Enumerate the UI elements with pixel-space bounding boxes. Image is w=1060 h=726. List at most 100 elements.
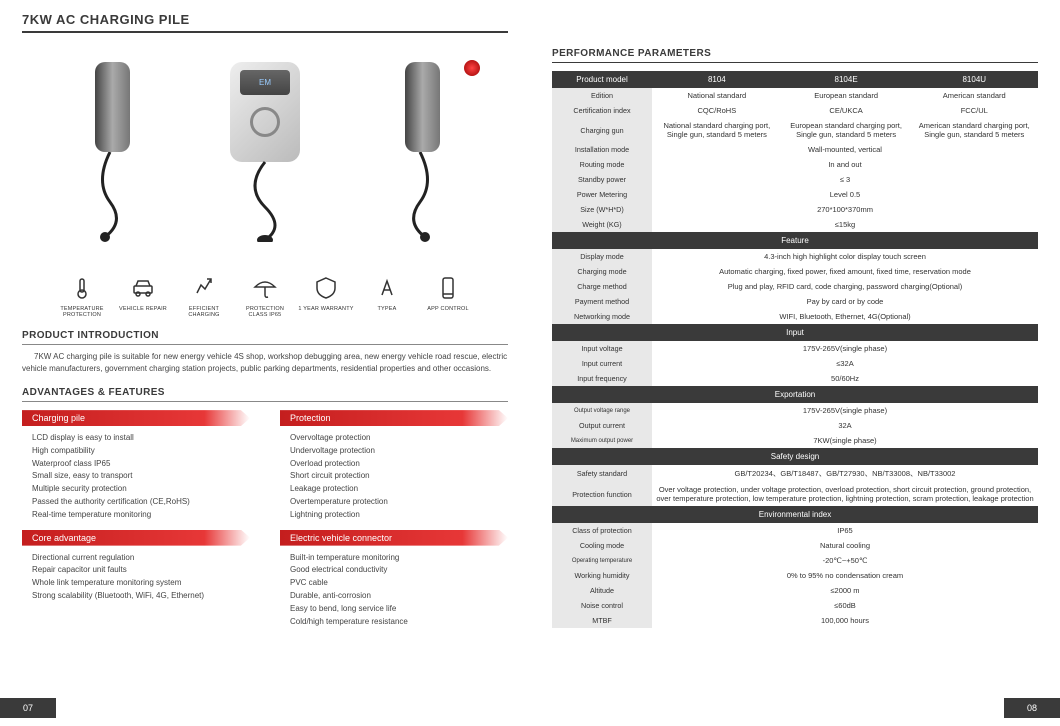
table-row: Networking modeWIFI, Bluetooth, Ethernet… <box>552 309 1038 324</box>
page-number-left: 07 <box>0 698 56 718</box>
icon-label: VEHICLE REPAIR <box>113 306 173 312</box>
row-label: Networking mode <box>552 309 652 324</box>
evc-title: Electric vehicle connector <box>280 530 508 546</box>
row-label: Class of protection <box>552 523 652 538</box>
row-label: Installation mode <box>552 142 652 157</box>
app-item: APP CONTROL <box>418 275 478 318</box>
table-row: Power MeteringLevel 0.5 <box>552 187 1038 202</box>
evc-list: Built-in temperature monitoringGood elec… <box>280 552 508 629</box>
list-item: LCD display is easy to install <box>32 432 250 445</box>
protection-col: Protection Overvoltage protectionUndervo… <box>280 410 508 522</box>
table-header: 8104E <box>782 71 911 88</box>
list-item: Directional current regulation <box>32 552 250 565</box>
protection-list: Overvoltage protectionUndervoltage prote… <box>280 432 508 522</box>
row-value: American standard charging port, Single … <box>911 118 1038 142</box>
row-label: Maximum output power <box>552 433 652 448</box>
table-row: Charging modeAutomatic charging, fixed p… <box>552 264 1038 279</box>
row-label: Charging gun <box>552 118 652 142</box>
row-value: 32A <box>652 418 1038 433</box>
param-table: Product model81048104E8104UEditionNation… <box>552 71 1038 628</box>
table-row: Display mode4.3-inch high highlight colo… <box>552 249 1038 264</box>
row-value: Natural cooling <box>652 538 1038 553</box>
row-label: Size (W*H*D) <box>552 202 652 217</box>
row-label: MTBF <box>552 613 652 628</box>
intro-header: PRODUCT INTRODUCTION <box>22 330 508 345</box>
row-value: American standard <box>911 88 1038 103</box>
features-row-1: Charging pile LCD display is easy to ins… <box>22 410 508 522</box>
list-item: Multiple security protection <box>32 483 250 496</box>
app-icon <box>435 275 461 301</box>
table-row: Maximum output power7KW(single phase) <box>552 433 1038 448</box>
product-images: EM <box>22 47 508 257</box>
row-value: FCC/UL <box>911 103 1038 118</box>
row-value: CE/UKCA <box>782 103 911 118</box>
row-value: Pay by card or by code <box>652 294 1038 309</box>
list-item: Undervoltage protection <box>290 445 508 458</box>
table-row: Protection functionOver voltage protecti… <box>552 482 1038 506</box>
list-item: Lightning protection <box>290 509 508 522</box>
row-value: 175V-265V(single phase) <box>652 341 1038 356</box>
list-item: Built-in temperature monitoring <box>290 552 508 565</box>
list-item: PVC cable <box>290 577 508 590</box>
warranty-icon <box>313 275 339 301</box>
table-row: Input voltage175V-265V(single phase) <box>552 341 1038 356</box>
list-item: Easy to bend, long service life <box>290 603 508 616</box>
list-item: Waterproof class IP65 <box>32 458 250 471</box>
row-value: Over voltage protection, under voltage p… <box>652 482 1038 506</box>
typea-icon <box>374 275 400 301</box>
row-label: Certification index <box>552 103 652 118</box>
table-row: Charging gunNational standard charging p… <box>552 118 1038 142</box>
table-row: Altitude≤2000 m <box>552 583 1038 598</box>
row-value: Level 0.5 <box>652 187 1038 202</box>
vehicle-repair-item: VEHICLE REPAIR <box>113 275 173 318</box>
protection-title: Protection <box>280 410 508 426</box>
icon-label: PROTECTIONCLASS IP65 <box>235 306 295 318</box>
table-row: Safety standardGB/T20234、GB/T18487、GB/T2… <box>552 465 1038 482</box>
list-item: Short circuit protection <box>290 470 508 483</box>
icon-row: TEMPERATUREPROTECTIONVEHICLE REPAIREFFIC… <box>22 275 508 318</box>
row-label: Routing mode <box>552 157 652 172</box>
table-row: Size (W*H*D)270*100*370mm <box>552 202 1038 217</box>
list-item: Overtemperature protection <box>290 496 508 509</box>
param-header: PERFORMANCE PARAMETERS <box>552 48 1038 63</box>
row-value: In and out <box>652 157 1038 172</box>
charging-pile-list: LCD display is easy to installHigh compa… <box>22 432 250 522</box>
table-row: Output current32A <box>552 418 1038 433</box>
list-item: Cold/high temperature resistance <box>290 616 508 629</box>
charging-pile-title: Charging pile <box>22 410 250 426</box>
section-row: Feature <box>552 232 1038 249</box>
umbrella-icon <box>252 275 278 301</box>
page-number-right: 08 <box>1004 698 1060 718</box>
list-item: Overload protection <box>290 458 508 471</box>
evc-col: Electric vehicle connector Built-in temp… <box>280 530 508 629</box>
row-value: ≤60dB <box>652 598 1038 613</box>
umbrella-item: PROTECTIONCLASS IP65 <box>235 275 295 318</box>
section-row: Environmental index <box>552 506 1038 523</box>
table-row: Routing modeIn and out <box>552 157 1038 172</box>
list-item: Passed the authority certification (CE,R… <box>32 496 250 509</box>
table-header: 8104 <box>652 71 782 88</box>
typea-item: TYPEA <box>357 275 417 318</box>
section-title: Feature <box>552 232 1038 249</box>
row-label: Safety standard <box>552 465 652 482</box>
icon-label: TYPEA <box>357 306 417 312</box>
section-row: Safety design <box>552 448 1038 465</box>
icon-label: TEMPERATUREPROTECTION <box>52 306 112 318</box>
table-row: Working humidity0% to 95% no condensatio… <box>552 568 1038 583</box>
table-row: Output voltage range175V-265V(single pha… <box>552 403 1038 418</box>
section-row: Exportation <box>552 386 1038 403</box>
core-col: Core advantage Directional current regul… <box>22 530 250 629</box>
section-title: Input <box>552 324 1038 341</box>
row-label: Cooling mode <box>552 538 652 553</box>
list-item: Durable, anti-corrosion <box>290 590 508 603</box>
row-value: 4.3-inch high highlight color display to… <box>652 249 1038 264</box>
row-label: Input current <box>552 356 652 371</box>
row-label: Output current <box>552 418 652 433</box>
charger-side-left <box>55 52 165 252</box>
row-value: GB/T20234、GB/T18487、GB/T27930、NB/T33008、… <box>652 465 1038 482</box>
list-item: Repair capacitor unit faults <box>32 564 250 577</box>
efficient-item: EFFICIENTCHARGING <box>174 275 234 318</box>
charger-front: EM <box>210 52 320 252</box>
row-label: Output voltage range <box>552 403 652 418</box>
row-value: 7KW(single phase) <box>652 433 1038 448</box>
